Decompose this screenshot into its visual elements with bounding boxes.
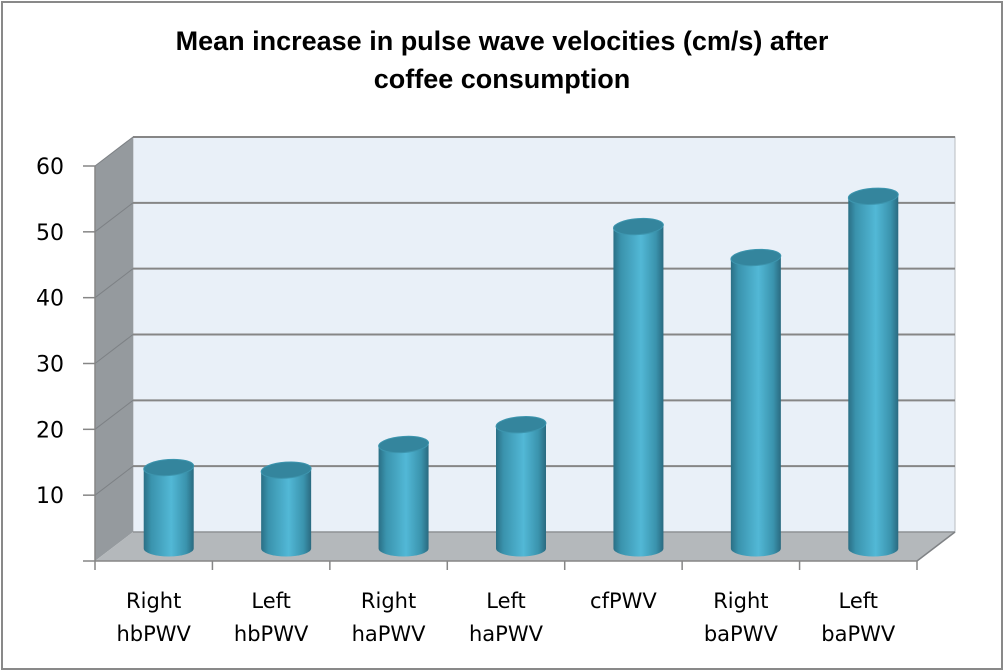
bar-top bbox=[612, 217, 664, 236]
bars bbox=[143, 187, 899, 557]
bar bbox=[847, 187, 899, 557]
category-labels: Right hbPWV Left hbPWV Right haPWV Left haPWV cf… bbox=[116, 589, 895, 646]
x-tick-label-line: Right bbox=[126, 589, 181, 613]
bar bbox=[612, 217, 664, 557]
chart-title: Mean increase in pulse wave velocities (… bbox=[176, 26, 829, 94]
bar-body bbox=[496, 424, 546, 557]
side-gridline bbox=[94, 465, 134, 496]
side-gridline bbox=[94, 136, 134, 167]
x-tick-label-line: haPWV bbox=[469, 622, 544, 646]
x-tick-label-line: hbPWV bbox=[234, 622, 309, 646]
axes: 10 20 30 40 50 60 bbox=[36, 155, 918, 570]
x-tick-label: Right hbPWV bbox=[116, 589, 191, 646]
bar-top bbox=[847, 187, 899, 205]
bar bbox=[143, 458, 195, 557]
x-tick-label-line: Right bbox=[713, 589, 768, 613]
bar bbox=[730, 248, 782, 557]
side-gridline bbox=[94, 202, 134, 233]
x-tick-label-line: hbPWV bbox=[116, 622, 191, 646]
bar bbox=[495, 416, 547, 557]
x-tick-label-line: Right bbox=[361, 589, 416, 613]
x-tick-label-line: cfPWV bbox=[590, 589, 657, 613]
x-tick-label-line: Left bbox=[486, 589, 526, 613]
side-gridline bbox=[94, 399, 134, 430]
bar-body bbox=[730, 257, 781, 557]
y-tick-label: 20 bbox=[36, 418, 64, 443]
y-tick-label: 60 bbox=[36, 155, 64, 180]
bar bbox=[260, 461, 312, 557]
bar-body bbox=[143, 467, 194, 557]
x-tick-label: cfPWV bbox=[590, 589, 657, 613]
bar-top bbox=[730, 248, 782, 267]
bar-top bbox=[260, 461, 312, 479]
bar-body bbox=[261, 470, 312, 557]
x-tick-label: Right baPWV bbox=[704, 589, 779, 646]
floor-right-edge bbox=[916, 531, 956, 562]
y-tick-label: 50 bbox=[36, 221, 64, 246]
x-tick-label: Left baPWV bbox=[821, 589, 896, 646]
side-gridline bbox=[94, 268, 134, 299]
bar-top bbox=[143, 458, 195, 477]
x-tick-label-line: haPWV bbox=[352, 622, 427, 646]
bar-body bbox=[848, 196, 899, 557]
y-tick-label: 40 bbox=[36, 287, 64, 312]
side-gridline bbox=[94, 334, 134, 364]
x-tick-label-line: baPWV bbox=[704, 622, 779, 646]
bar-body bbox=[613, 226, 664, 557]
bar-body bbox=[378, 444, 429, 557]
x-tick-label-line: Left bbox=[839, 589, 879, 613]
bar-top bbox=[378, 435, 430, 454]
x-tick-label-line: baPWV bbox=[821, 622, 896, 646]
title-line-2: coffee consumption bbox=[374, 64, 631, 94]
title-line-1: Mean increase in pulse wave velocities (… bbox=[176, 26, 829, 56]
y-tick-label: 30 bbox=[36, 353, 64, 378]
x-tick-label-line: Left bbox=[251, 589, 291, 613]
bar bbox=[378, 435, 430, 557]
x-tick-label: Left hbPWV bbox=[234, 589, 309, 646]
bar-top bbox=[495, 416, 547, 434]
x-tick-label: Right haPWV bbox=[352, 589, 427, 646]
x-tick-label: Left haPWV bbox=[469, 589, 544, 646]
y-tick-label: 10 bbox=[36, 484, 64, 509]
